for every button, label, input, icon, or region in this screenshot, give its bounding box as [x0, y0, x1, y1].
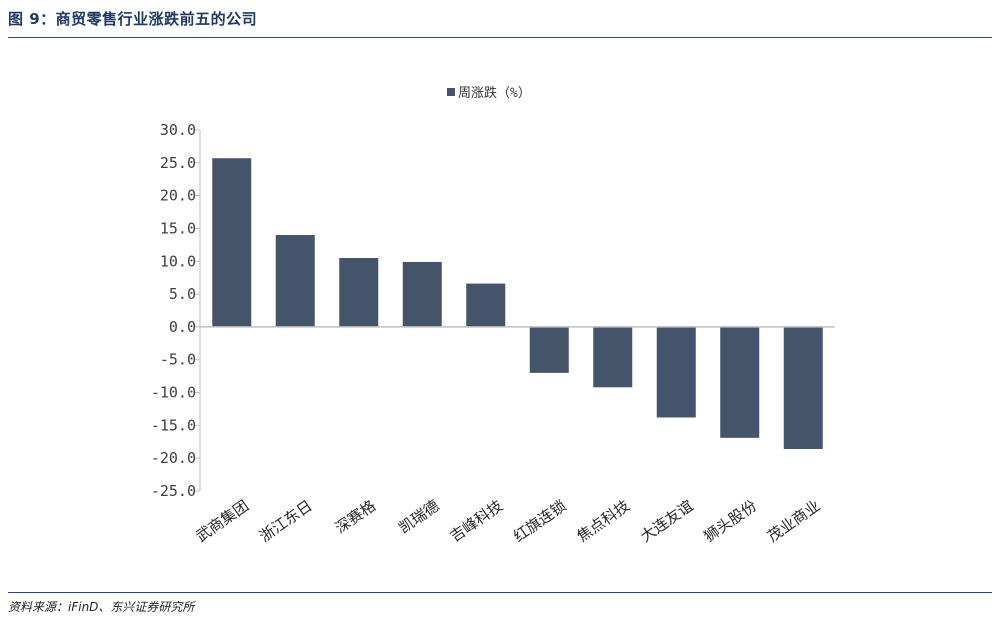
x-tick-label: 凯瑞德	[395, 497, 442, 538]
x-tick-label: 大连友谊	[637, 497, 696, 546]
y-tick-label: 30.0	[160, 121, 196, 139]
x-tick-label: 深赛格	[332, 497, 379, 538]
bar-7	[593, 326, 633, 388]
bar-10	[783, 326, 823, 449]
bar-chart: 周涨跌（%） 30.0 25.0 20.0 15.0 10.0 5.0 0.0 -5.0 -10…	[151, 85, 835, 546]
bar-9	[720, 326, 760, 438]
bars	[212, 158, 823, 449]
y-tick-label: 5.0	[169, 285, 196, 303]
footer-divider	[8, 592, 992, 593]
y-axis: 30.0 25.0 20.0 15.0 10.0 5.0 0.0 -5.0 -10.0 -15.0…	[151, 121, 201, 500]
figure-title: 图 9：商贸零售行业涨跌前五的公司	[8, 10, 258, 28]
bar-6	[529, 326, 569, 373]
source-note: 资料来源：iFinD、东兴证券研究所	[8, 600, 195, 614]
y-tick-label: -10.0	[151, 384, 196, 402]
bar-2	[275, 235, 315, 327]
title-divider	[8, 37, 992, 38]
y-tick-label: 20.0	[160, 187, 196, 205]
x-tick-label: 茂业商业	[764, 497, 823, 546]
bar-4	[402, 261, 442, 327]
x-tick-label: 吉峰科技	[447, 497, 506, 546]
y-tick-label: 15.0	[160, 219, 196, 237]
y-tick-label: -5.0	[160, 351, 196, 369]
y-tick-label: -20.0	[151, 449, 196, 467]
x-tick-label: 焦点科技	[574, 497, 633, 546]
y-tick-label: 0.0	[169, 318, 196, 336]
x-tick-label: 狮头股份	[701, 497, 760, 546]
bar-5	[466, 283, 506, 327]
chart-legend: 周涨跌（%）	[447, 85, 531, 101]
x-tick-label: 红旗连锁	[510, 497, 569, 546]
legend-swatch	[447, 88, 455, 96]
bar-1	[212, 158, 252, 327]
legend-label: 周涨跌（%）	[458, 85, 531, 101]
y-tick-label: 10.0	[160, 252, 196, 270]
y-tick-label: -15.0	[151, 416, 196, 434]
x-tick-label: 浙江东日	[256, 497, 315, 546]
x-axis-labels: 武商集团 浙江东日 深赛格 凯瑞德 吉峰科技 红旗连锁 焦点科技 大连友谊 狮头股份 茂业商业	[193, 497, 824, 546]
y-tick-label: 25.0	[160, 154, 196, 172]
bar-8	[656, 326, 696, 418]
bar-3	[339, 257, 379, 327]
y-tick-label: -25.0	[151, 482, 196, 500]
x-tick-label: 武商集团	[193, 497, 252, 546]
